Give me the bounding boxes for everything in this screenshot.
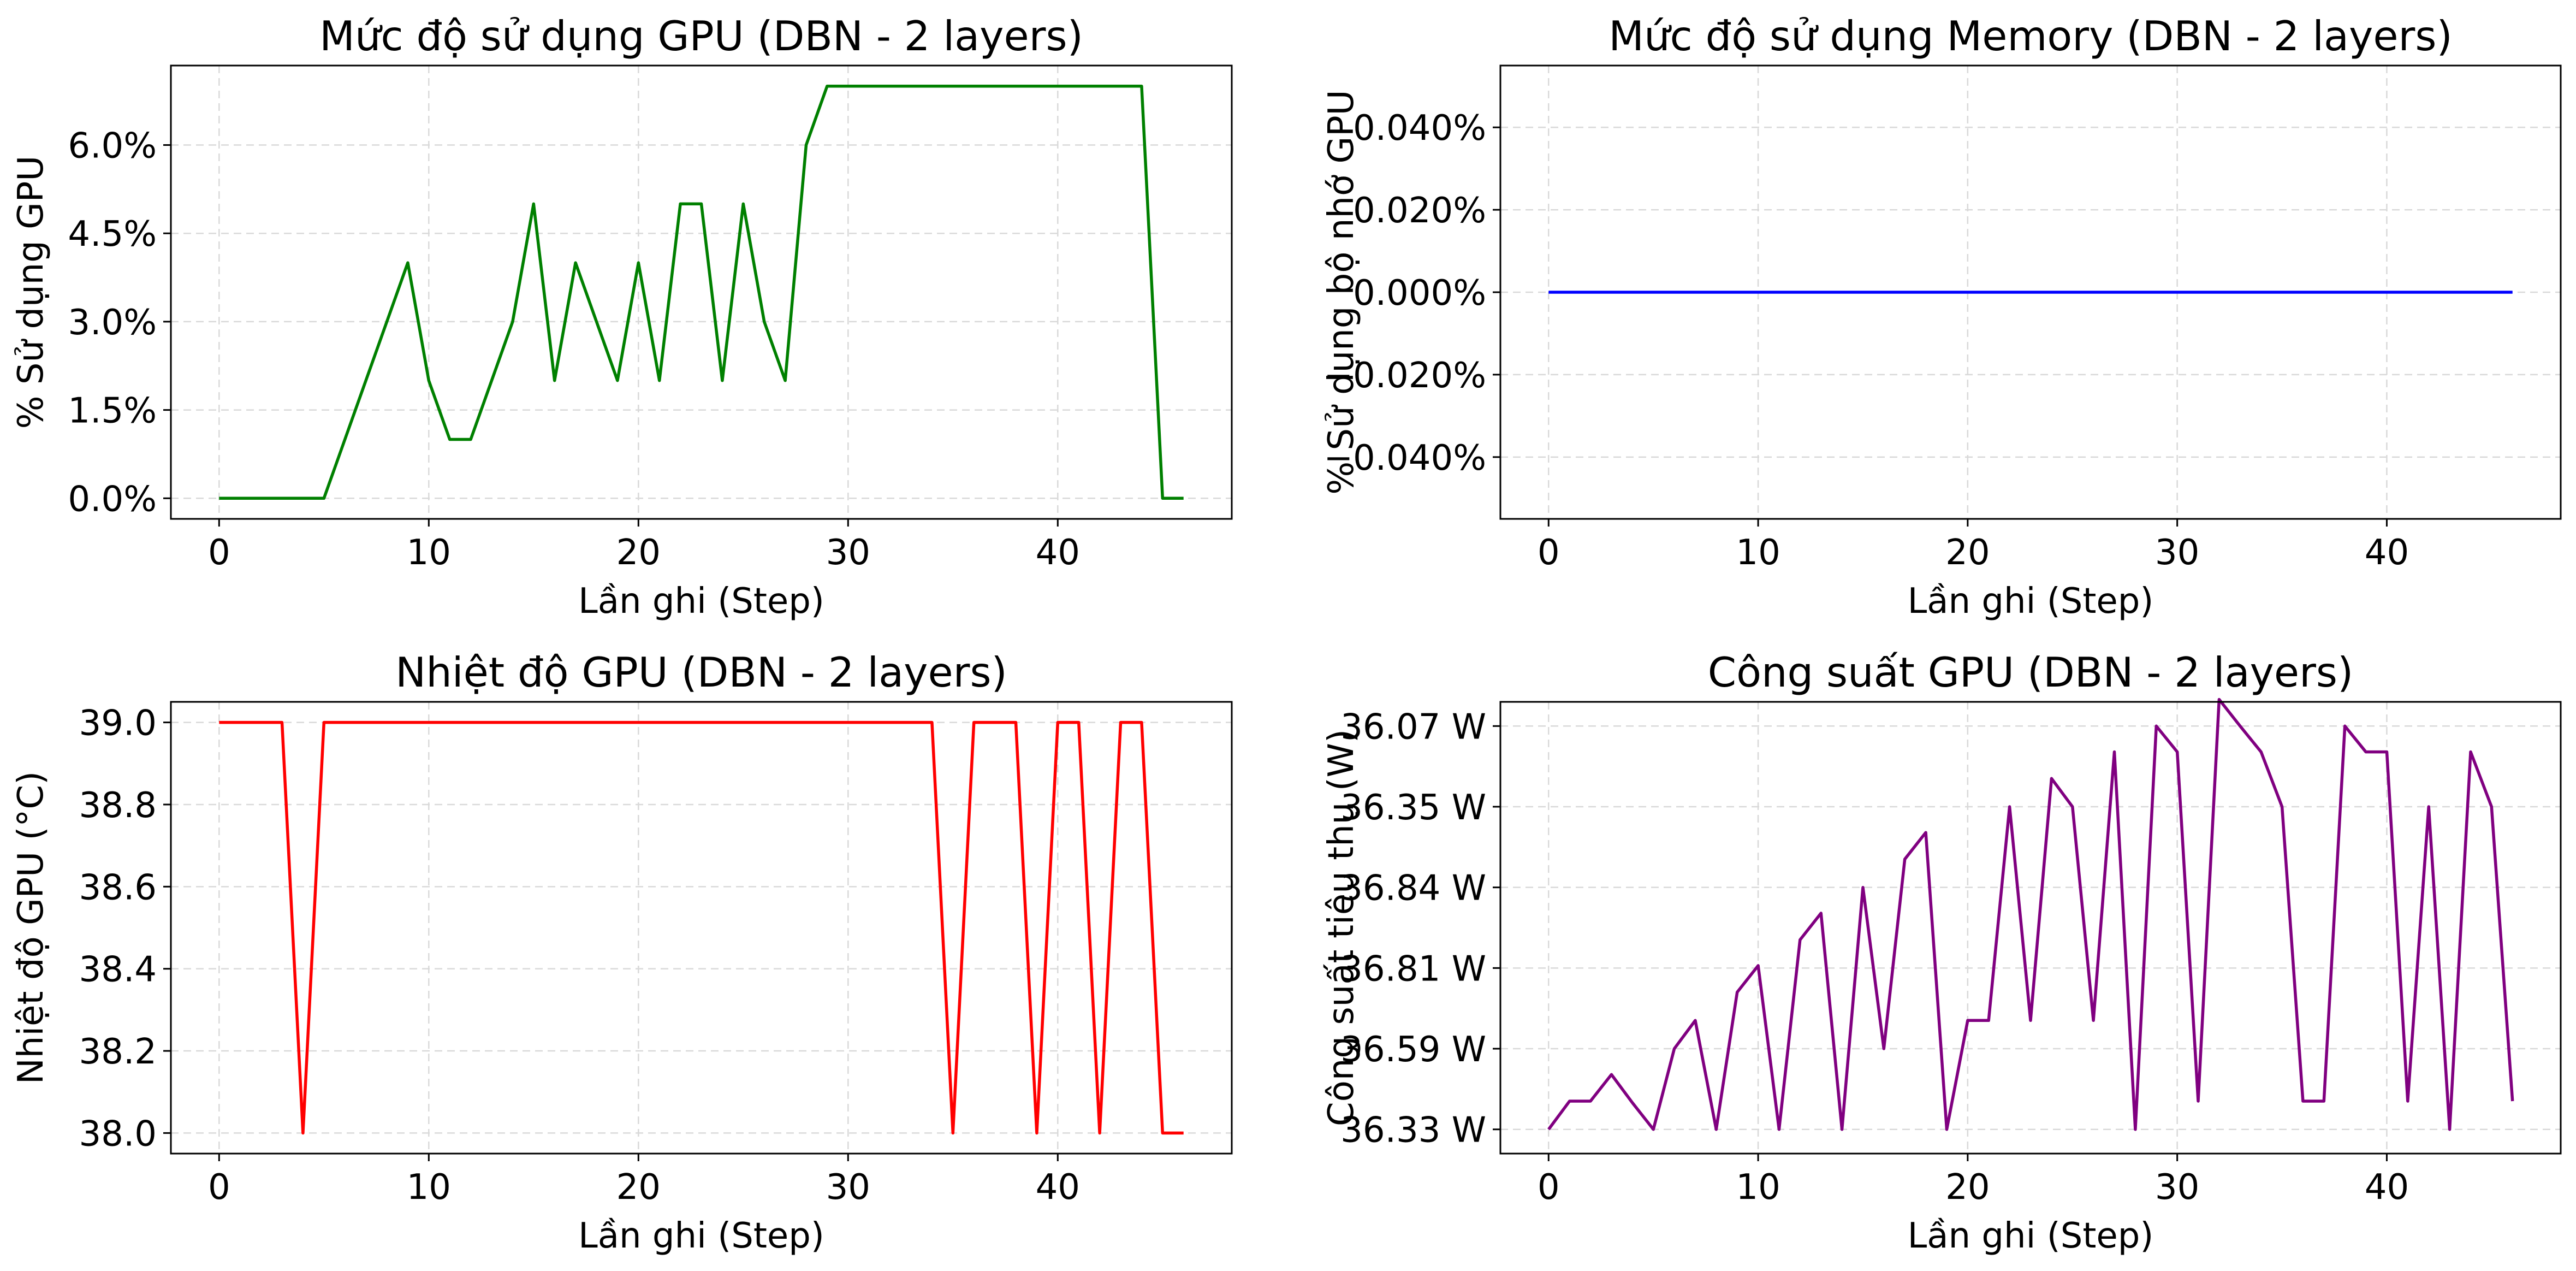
x-tick-label: 10: [407, 533, 451, 573]
y-tick-label: 38.6: [79, 867, 157, 908]
plot-frame: [170, 701, 1233, 1155]
y-tick-label: 4.5%: [68, 214, 157, 255]
y-tick-label: 38.4: [79, 950, 157, 990]
x-tick-label: 0: [1538, 533, 1560, 573]
y-tick-label: 36.35 W: [1340, 788, 1486, 828]
x-axis-label: Lần ghi (Step): [578, 581, 824, 622]
y-tick-label: 1.5%: [68, 391, 157, 431]
series-line: [219, 720, 1184, 1135]
y-axis-label: Nhiệt độ GPU (°C): [11, 771, 51, 1084]
chart-panel-power: 0 10 20 30 40 36.33 W 36.59 W 36.81 W 36.84 W 36.…: [1321, 648, 2562, 1256]
series-line: [219, 84, 1184, 500]
plot-frame: [170, 64, 1233, 520]
x-tick-label: 10: [1736, 533, 1780, 573]
y-tick-label: 36.59 W: [1340, 1030, 1486, 1070]
chart-panel-memory-usage: 0 10 20 30 40 −0.040% −0.020% 0.000% 0.020% 0.040…: [1321, 12, 2562, 622]
y-tick-label: −0.020%: [1323, 356, 1486, 396]
x-axis-label: Lần ghi (Step): [1908, 1216, 2154, 1256]
y-axis-label: % Sử dụng GPU: [11, 156, 51, 429]
series-line: [1547, 697, 2514, 1131]
y-tick-label: 0.020%: [1353, 191, 1486, 231]
x-tick-label: 30: [826, 533, 870, 573]
x-axis-label: Lần ghi (Step): [1908, 581, 2154, 622]
y-tick-label: 0.0%: [68, 479, 157, 519]
x-tick-label: 20: [616, 533, 661, 573]
x-axis-label: Lần ghi (Step): [578, 1216, 824, 1256]
x-tick-label: 0: [1538, 1167, 1560, 1208]
plot-frame: [1499, 701, 2562, 1155]
x-tick-label: 20: [1945, 533, 1990, 573]
x-tick-label: 10: [407, 1167, 451, 1208]
y-tick-label: −0.040%: [1323, 438, 1486, 478]
y-tick-label: 36.33 W: [1340, 1110, 1486, 1151]
y-tick-label: 0.040%: [1353, 108, 1486, 149]
y-tick-label: 38.2: [79, 1032, 157, 1072]
chart-title: Nhiệt độ GPU (DBN - 2 layers): [395, 648, 1007, 696]
x-tick-label: 30: [2155, 533, 2199, 573]
x-tick-label: 30: [826, 1167, 870, 1208]
y-axis-label: Công suất tiêu thụ (W): [1321, 729, 1362, 1126]
x-tick-label: 40: [1036, 533, 1080, 573]
x-tick-label: 0: [208, 533, 230, 573]
chart-panel-temperature: 0 10 20 30 40 38.0 38.2 38.4 38.6 38.8 39.0 Nhiệt đ…: [11, 648, 1233, 1256]
x-tick-label: 30: [2155, 1167, 2199, 1208]
x-tick-label: 20: [1945, 1167, 1990, 1208]
chart-title: Mức độ sử dụng Memory (DBN - 2 layers): [1608, 12, 2452, 60]
chart-title: Công suất GPU (DBN - 2 layers): [1708, 648, 2354, 696]
y-tick-label: 38.0: [79, 1114, 157, 1154]
x-tick-label: 0: [208, 1167, 230, 1208]
y-tick-label: 6.0%: [68, 126, 157, 167]
y-tick-label: 36.84 W: [1340, 868, 1486, 909]
x-tick-label: 40: [1036, 1167, 1080, 1208]
y-tick-label: 3.0%: [68, 303, 157, 343]
x-tick-label: 10: [1736, 1167, 1780, 1208]
y-tick-label: 36.81 W: [1340, 949, 1486, 989]
y-tick-label: 0.000%: [1353, 273, 1486, 314]
y-tick-label: 36.07 W: [1340, 707, 1486, 747]
x-tick-label: 20: [616, 1167, 661, 1208]
chart-panel-gpu-usage: 0 10 20 30 40 0.0% 1.5% 3.0% 4.5% 6.0% Mức độ sử d…: [11, 12, 1233, 622]
y-tick-label: 39.0: [79, 704, 157, 744]
x-tick-label: 40: [2365, 1167, 2409, 1208]
y-axis-label: % Sử dụng bộ nhớ GPU: [1321, 90, 1362, 494]
chart-title: Mức độ sử dụng GPU (DBN - 2 layers): [319, 12, 1083, 60]
y-tick-label: 38.8: [79, 785, 157, 826]
x-tick-label: 40: [2365, 533, 2409, 573]
